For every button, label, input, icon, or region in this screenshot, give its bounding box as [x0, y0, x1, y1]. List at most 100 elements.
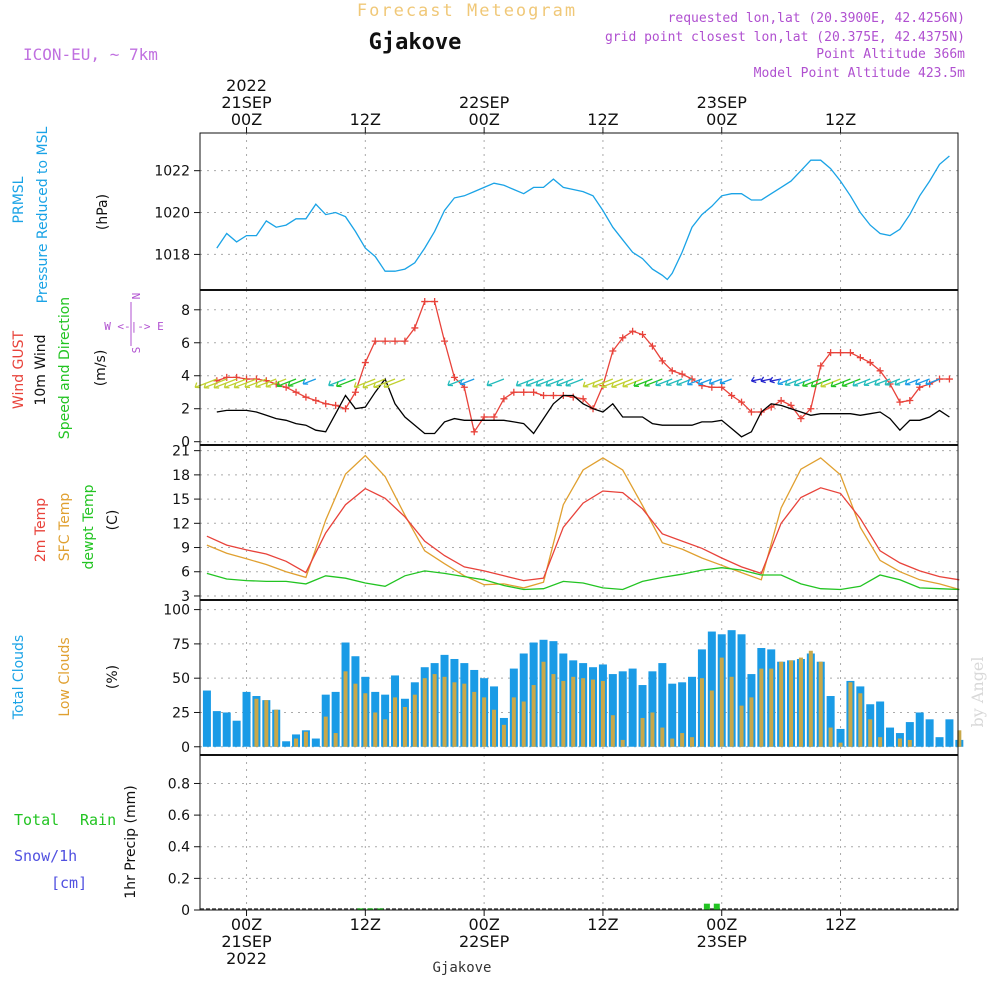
sfc-temp-line — [206, 454, 960, 591]
wind-direction-arrow — [785, 378, 802, 386]
gust-marker — [470, 428, 478, 436]
gust-marker — [787, 401, 795, 409]
top-axis-label: 23SEP — [697, 93, 748, 112]
gust-marker — [668, 367, 676, 375]
low-clouds-bar — [897, 738, 902, 747]
point-altitude: Point Altitude 366m — [816, 47, 965, 62]
wind-arrow-head — [760, 376, 766, 384]
wind-arrow-head — [884, 379, 891, 386]
low-clouds-bar — [838, 742, 843, 747]
snow-label: Snow/1h — [14, 847, 77, 865]
low-clouds-bar — [650, 712, 655, 747]
y-tick-label: 12 — [172, 516, 190, 532]
requested-coords: requested lon,lat (20.3900E, 42.4256N) — [668, 11, 965, 26]
gust-marker — [411, 324, 419, 332]
wind-arrow-head — [213, 382, 220, 389]
y-tick-label: 0 — [181, 435, 190, 451]
dewpt-temp-line — [206, 567, 960, 591]
low-clouds-bar — [511, 697, 516, 747]
wind-arrow-head — [676, 379, 682, 386]
gust-marker — [629, 327, 637, 335]
panel-1: 1018 1020 1022 — [154, 132, 959, 291]
low-clouds-bar — [591, 679, 596, 747]
gust-marker — [827, 349, 835, 357]
y-tick-label: 21 — [172, 444, 190, 460]
y-tick-label: 4 — [181, 369, 190, 385]
panel-2: 0 2 4 6 8 — [181, 289, 959, 451]
wind-arrow-head — [233, 382, 240, 389]
low-clouds-bar — [808, 650, 813, 747]
y-tick-label: 0 — [181, 903, 190, 919]
low-clouds-bar — [561, 680, 566, 747]
wind-arrow-head — [894, 379, 901, 386]
y-tick-label: 18 — [172, 468, 190, 484]
y-tick-label: 0.8 — [168, 776, 190, 792]
wind-arrow-head — [265, 381, 272, 388]
wind-arrow-head — [874, 379, 880, 386]
top-axis-label: 00Z — [468, 110, 499, 129]
rain-bar — [713, 903, 720, 910]
wind-direction-arrow — [244, 378, 267, 388]
gust-marker — [322, 400, 330, 408]
low-clouds-bar — [412, 694, 417, 747]
total-clouds-bar — [658, 663, 667, 747]
panel-3: 3 6 9 12 15 18 21 — [172, 444, 960, 605]
gust-marker — [856, 354, 864, 362]
top-axis-label: 21SEP — [221, 93, 272, 112]
top-axis-label: 12Z — [587, 110, 618, 129]
gust-marker — [332, 401, 340, 409]
low-clouds-bar — [303, 731, 308, 747]
gust-marker — [500, 395, 508, 403]
wind-direction-arrow — [535, 378, 554, 387]
low-clouds-bar — [373, 712, 378, 747]
top-axis-label: 12Z — [825, 110, 856, 129]
y-tick-label: 1018 — [154, 247, 190, 263]
2m-temp-line — [206, 487, 960, 582]
total-clouds-bar — [836, 728, 845, 747]
gust-marker — [866, 359, 874, 367]
wind-direction-arrow — [863, 378, 881, 386]
wind-speed-direction-label: Speed and Direction — [57, 297, 73, 439]
wind-direction-arrow — [336, 378, 356, 387]
panel-5: 0 0.2 0.4 0.6 0.8 — [168, 754, 959, 919]
gust-marker — [342, 405, 350, 413]
low-clouds-bar — [828, 727, 833, 747]
gust-marker — [837, 349, 845, 357]
gust-marker — [480, 413, 488, 421]
wind-direction-arrow — [719, 378, 732, 385]
gust-marker — [391, 337, 399, 345]
wind-direction-arrow — [925, 378, 940, 385]
wind-direction-arrow — [601, 378, 623, 388]
wind-gust-label: Wind GUST — [11, 330, 27, 409]
wind-arrow-head — [459, 379, 466, 386]
wind-direction-arrow — [556, 378, 574, 386]
low-clouds-bar — [521, 701, 526, 747]
low-clouds-bar — [848, 682, 853, 747]
low-clouds-bar — [422, 678, 427, 747]
low-clouds-bar — [294, 738, 299, 747]
temp-unit: (C) — [105, 510, 121, 531]
total-clouds-bar — [212, 711, 221, 747]
total-clouds-bar — [737, 634, 746, 747]
bottom-axis-label: 22SEP — [459, 932, 510, 951]
wind-arrow-head — [515, 380, 522, 387]
gust-marker — [292, 388, 300, 396]
low-clouds-bar — [680, 733, 685, 747]
total-clouds-bar — [688, 676, 697, 747]
bottom-axis-label: 12Z — [350, 915, 381, 934]
prmsl-unit: (hPa) — [95, 194, 111, 230]
wind-direction-arrow — [611, 378, 633, 388]
wind-direction-arrow — [874, 378, 891, 386]
low-clouds-label: Low Clouds — [57, 637, 73, 716]
wind-arrow-head — [223, 382, 230, 389]
low-clouds-bar — [551, 674, 556, 747]
model-altitude: Model Point Altitude 423.5m — [754, 66, 965, 81]
wind-arrow-head — [565, 380, 571, 387]
gust-marker — [540, 392, 548, 400]
location-title: Gjakove — [369, 30, 462, 55]
wind-arrow-head — [697, 379, 704, 386]
low-clouds-bar — [818, 661, 823, 747]
low-clouds-bar — [789, 660, 794, 747]
wind-arrow-head — [244, 382, 251, 389]
compass-north: N — [130, 293, 143, 300]
